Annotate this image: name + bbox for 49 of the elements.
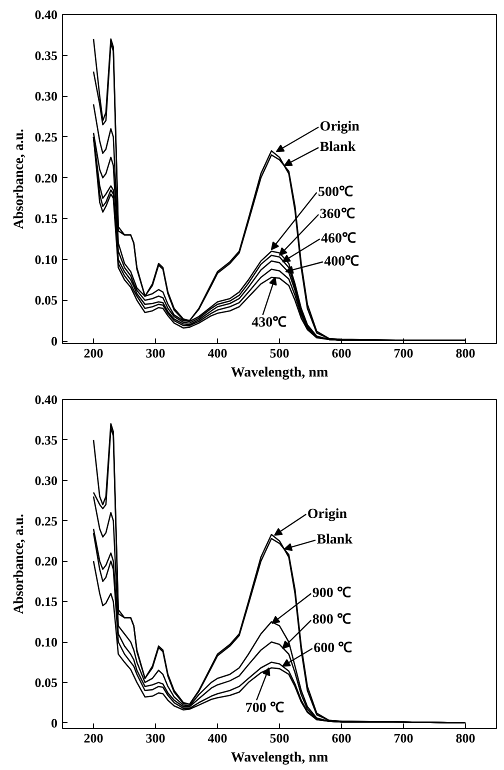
y-tick-label: 0.40 xyxy=(34,392,58,407)
x-tick-label: 600 xyxy=(332,730,352,746)
annotation: 700 ℃ xyxy=(245,700,284,716)
x-tick-label: 800 xyxy=(456,730,476,746)
annotation: 460℃ xyxy=(321,232,356,247)
annotation: 360℃ xyxy=(320,207,355,222)
y-tick-label: 0.30 xyxy=(34,88,58,104)
y-tick-label: 0.15 xyxy=(34,594,58,610)
x-tick-label: 800 xyxy=(456,346,476,360)
y-tick-label: 0.30 xyxy=(34,472,58,488)
y-tick-label: 0.20 xyxy=(34,170,58,186)
y-tick-label: 0.25 xyxy=(34,129,58,144)
y-tick-label: 0.15 xyxy=(34,211,58,226)
x-tick-label: 400 xyxy=(208,730,228,746)
annotation: Blank xyxy=(316,532,353,548)
x-tick-label: 200 xyxy=(84,730,104,746)
annotation: 400℃ xyxy=(324,254,360,270)
annotation: Origin xyxy=(307,506,348,522)
y-tick-label: 0.10 xyxy=(34,252,58,267)
y-axis-title: Absorbance, a.u. xyxy=(12,514,27,614)
x-tick-label: 500 xyxy=(270,346,290,360)
x-axis-title: Wavelength, nm xyxy=(230,750,328,766)
y-tick-label: 0.05 xyxy=(34,674,58,690)
annotation: 600 ℃ xyxy=(314,640,352,656)
x-tick-label: 600 xyxy=(332,346,352,360)
x-tick-label: 200 xyxy=(84,346,104,360)
y-tick-label: 0 xyxy=(51,715,58,730)
y-tick-label: 0.40 xyxy=(34,7,58,22)
y-tick-label: 0.25 xyxy=(34,513,58,528)
x-tick-label: 300 xyxy=(146,730,166,746)
annotation: Blank xyxy=(320,140,356,156)
annotation: 900 ℃ xyxy=(312,586,351,602)
y-axis-title: Absorbance, a.u. xyxy=(12,128,27,230)
y-tick-label: 0.10 xyxy=(34,634,58,650)
y-tick-label: 0 xyxy=(51,334,58,349)
annotation: Origin xyxy=(320,120,360,135)
annotation: 500℃ xyxy=(318,184,353,200)
annotation: 800 ℃ xyxy=(312,612,351,628)
x-tick-label: 300 xyxy=(146,346,166,360)
y-tick-label: 0.35 xyxy=(34,432,58,448)
y-tick-label: 0.20 xyxy=(34,554,58,569)
x-tick-label: 700 xyxy=(394,346,414,360)
x-tick-label: 500 xyxy=(270,730,290,746)
y-tick-label: 0.05 xyxy=(34,292,58,308)
annotation: 430℃ xyxy=(252,316,287,331)
x-tick-label: 400 xyxy=(208,346,228,360)
x-tick-label: 700 xyxy=(394,730,414,746)
y-tick-label: 0.35 xyxy=(34,48,58,63)
x-axis-title: Wavelength, nm xyxy=(230,366,328,380)
